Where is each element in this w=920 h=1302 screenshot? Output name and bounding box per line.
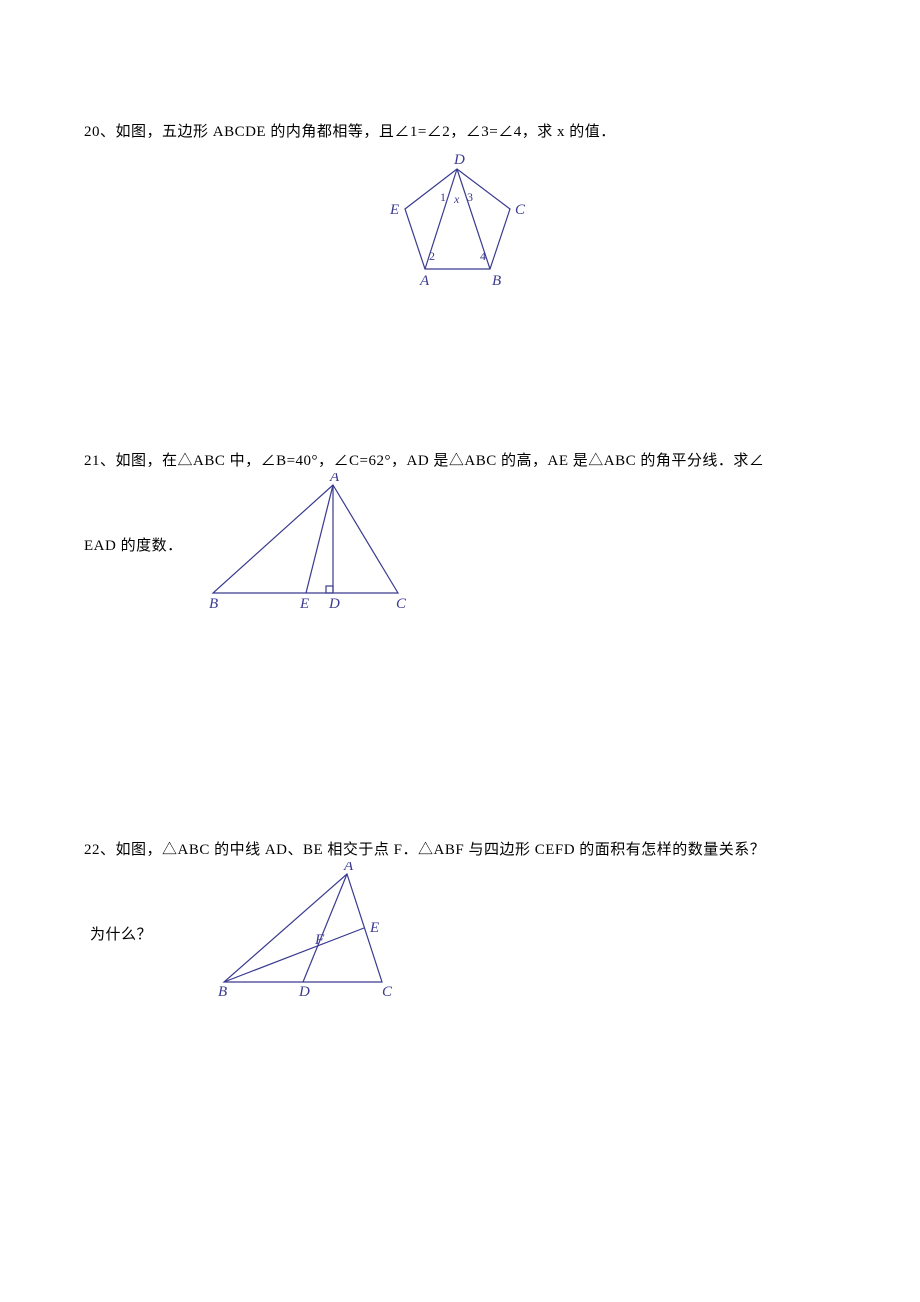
triangle-altitude-diagram: A B C D E (203, 473, 413, 618)
pentagon-diagram: A B C D E 1 x 3 2 4 (385, 154, 535, 294)
problem-21-figure-wrap: A B C D E (203, 473, 413, 618)
label-B: B (218, 984, 227, 1000)
angle-x: x (453, 192, 460, 206)
problem-22-figure-wrap: A B C D E F (212, 862, 402, 1007)
problem-22: 22、如图，△ABC 的中线 AD、BE 相交于点 F．△ABF 与四边形 CE… (84, 838, 836, 1007)
label-D: D (328, 596, 340, 612)
label-B: B (209, 596, 218, 612)
label-A: A (329, 473, 340, 485)
page-container: 20、如图，五边形 ABCDE 的内角都相等，且∠1=∠2，∠3=∠4，求 x … (0, 0, 920, 1147)
angle-2: 2 (429, 249, 435, 263)
problem-21: 21、如图，在△ABC 中，∠B=40°，∠C=62°，AD 是△ABC 的高，… (84, 449, 836, 618)
problem-21-text2: EAD 的度数． (84, 534, 183, 558)
label-C: C (382, 984, 393, 1000)
label-D: D (453, 154, 465, 168)
problem-21-text: 21、如图，在△ABC 中，∠B=40°，∠C=62°，AD 是△ABC 的高，… (84, 449, 836, 473)
label-B: B (492, 273, 501, 289)
problem-22-text2: 为什么？ (90, 923, 152, 947)
problem-20-figure-wrap: A B C D E 1 x 3 2 4 (84, 154, 836, 294)
angle-3: 3 (467, 190, 473, 204)
label-E: E (389, 202, 399, 218)
problem-21-row: EAD 的度数． A B C D E (84, 473, 836, 618)
label-C: C (396, 596, 407, 612)
label-E: E (369, 920, 379, 936)
problem-22-text: 22、如图，△ABC 的中线 AD、BE 相交于点 F．△ABF 与四边形 CE… (84, 838, 836, 862)
problem-22-row: 为什么？ A B C D E F (84, 862, 836, 1007)
problem-20: 20、如图，五边形 ABCDE 的内角都相等，且∠1=∠2，∠3=∠4，求 x … (84, 120, 836, 294)
label-C: C (515, 202, 526, 218)
angle-1: 1 (440, 190, 446, 204)
problem-20-text: 20、如图，五边形 ABCDE 的内角都相等，且∠1=∠2，∠3=∠4，求 x … (84, 120, 836, 144)
label-A: A (419, 273, 430, 289)
label-A: A (343, 862, 354, 874)
label-F: F (314, 932, 325, 948)
label-D: D (298, 984, 310, 1000)
label-E: E (299, 596, 309, 612)
triangle-medians-diagram: A B C D E F (212, 862, 402, 1007)
angle-4: 4 (480, 249, 486, 263)
